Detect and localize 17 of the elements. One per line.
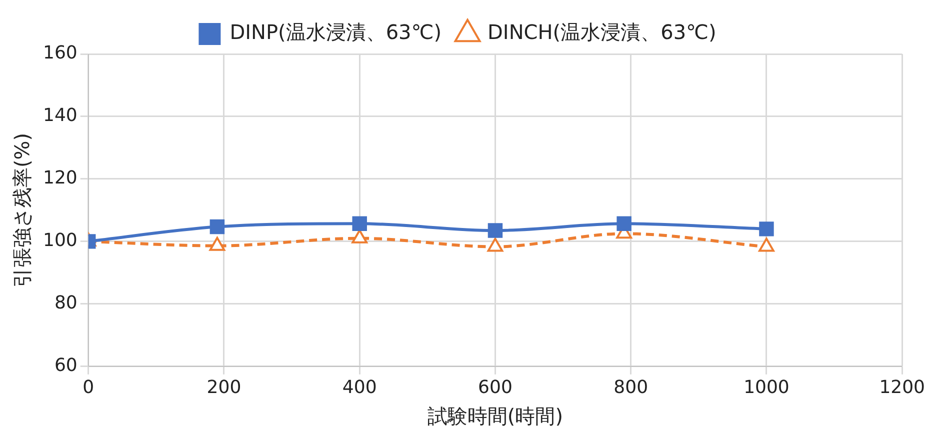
- x-tick-label: 1000: [744, 376, 790, 398]
- x-tick-label: 600: [478, 376, 512, 398]
- x-tick-label: 800: [614, 376, 648, 398]
- x-axis-title: 試験時間(時間): [427, 404, 564, 428]
- x-tick-label: 1200: [879, 376, 925, 398]
- x-tick-label: 400: [342, 376, 377, 398]
- x-tick-label: 0: [82, 376, 94, 398]
- x-tick-label: 200: [206, 376, 242, 398]
- y-tick-label: 140: [42, 105, 78, 126]
- y-tick-label: 80: [54, 292, 78, 314]
- legend-label: DINP(温水浸漬、63℃): [230, 20, 442, 44]
- y-tick-label: 160: [42, 42, 78, 64]
- legend-label: DINCH(温水浸漬、63℃): [488, 20, 716, 44]
- y-tick-label: 100: [42, 230, 78, 252]
- y-tick-label: 60: [54, 355, 78, 376]
- y-tick-label: 120: [42, 168, 78, 189]
- y-axis-title: 引張強さ残率(%): [10, 132, 34, 288]
